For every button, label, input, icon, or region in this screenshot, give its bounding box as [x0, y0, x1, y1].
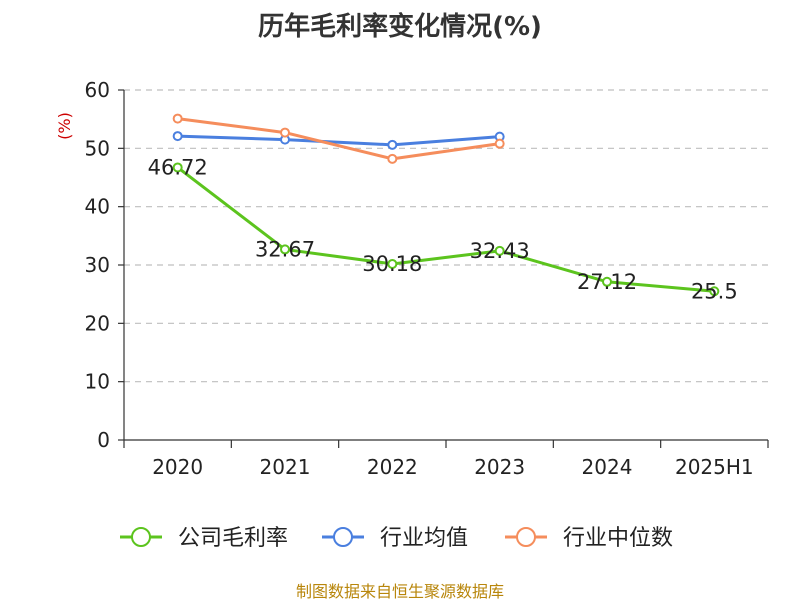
y-tick-label: 40	[85, 195, 110, 219]
source-footer: 制图数据来自恒生聚源数据库	[295, 582, 504, 601]
series-line	[177, 117, 500, 161]
y-tick-label: 10	[85, 370, 110, 394]
legend-label: 行业均值	[380, 526, 468, 551]
x-tick-label: 2024	[582, 455, 633, 479]
data-label: 32.43	[470, 239, 530, 263]
y-tick-label: 0	[97, 428, 110, 452]
data-point	[280, 244, 290, 255]
y-tick-label: 30	[85, 253, 110, 277]
chart-title: 历年毛利率变化情况(%)	[258, 12, 542, 42]
series-line	[177, 134, 500, 147]
data-point	[709, 286, 720, 297]
data-label: 27.12	[577, 270, 637, 294]
data-label: 32.67	[255, 237, 315, 261]
x-tick-label: 2023	[474, 455, 525, 479]
x-tick-label: 2025H1	[675, 455, 754, 479]
data-point	[172, 162, 183, 173]
data-point	[280, 127, 290, 138]
y-tick-label: 20	[85, 311, 110, 335]
data-point	[387, 258, 398, 269]
legend-label: 公司毛利率	[178, 526, 288, 551]
data-point	[172, 113, 183, 124]
series-line	[176, 166, 715, 293]
legend-label: 行业中位数	[563, 526, 673, 551]
data-point	[602, 276, 612, 287]
y-tick-label: 60	[85, 78, 110, 102]
data-label: 25.5	[691, 279, 738, 303]
data-point	[387, 139, 398, 150]
x-tick-label: 2020	[152, 455, 203, 479]
data-label: 46.72	[148, 155, 208, 179]
x-tick-label: 2021	[260, 455, 311, 479]
legend-marker	[516, 527, 536, 547]
data-label: 30.18	[362, 252, 422, 276]
legend-marker	[333, 527, 353, 547]
data-point	[172, 131, 183, 142]
y-tick-label: 50	[85, 136, 110, 160]
y-axis-label: (%)	[55, 112, 74, 140]
data-point	[494, 245, 505, 256]
legend-marker	[131, 527, 151, 547]
x-tick-label: 2022	[367, 455, 418, 479]
data-point	[494, 138, 505, 149]
data-point	[387, 153, 398, 164]
